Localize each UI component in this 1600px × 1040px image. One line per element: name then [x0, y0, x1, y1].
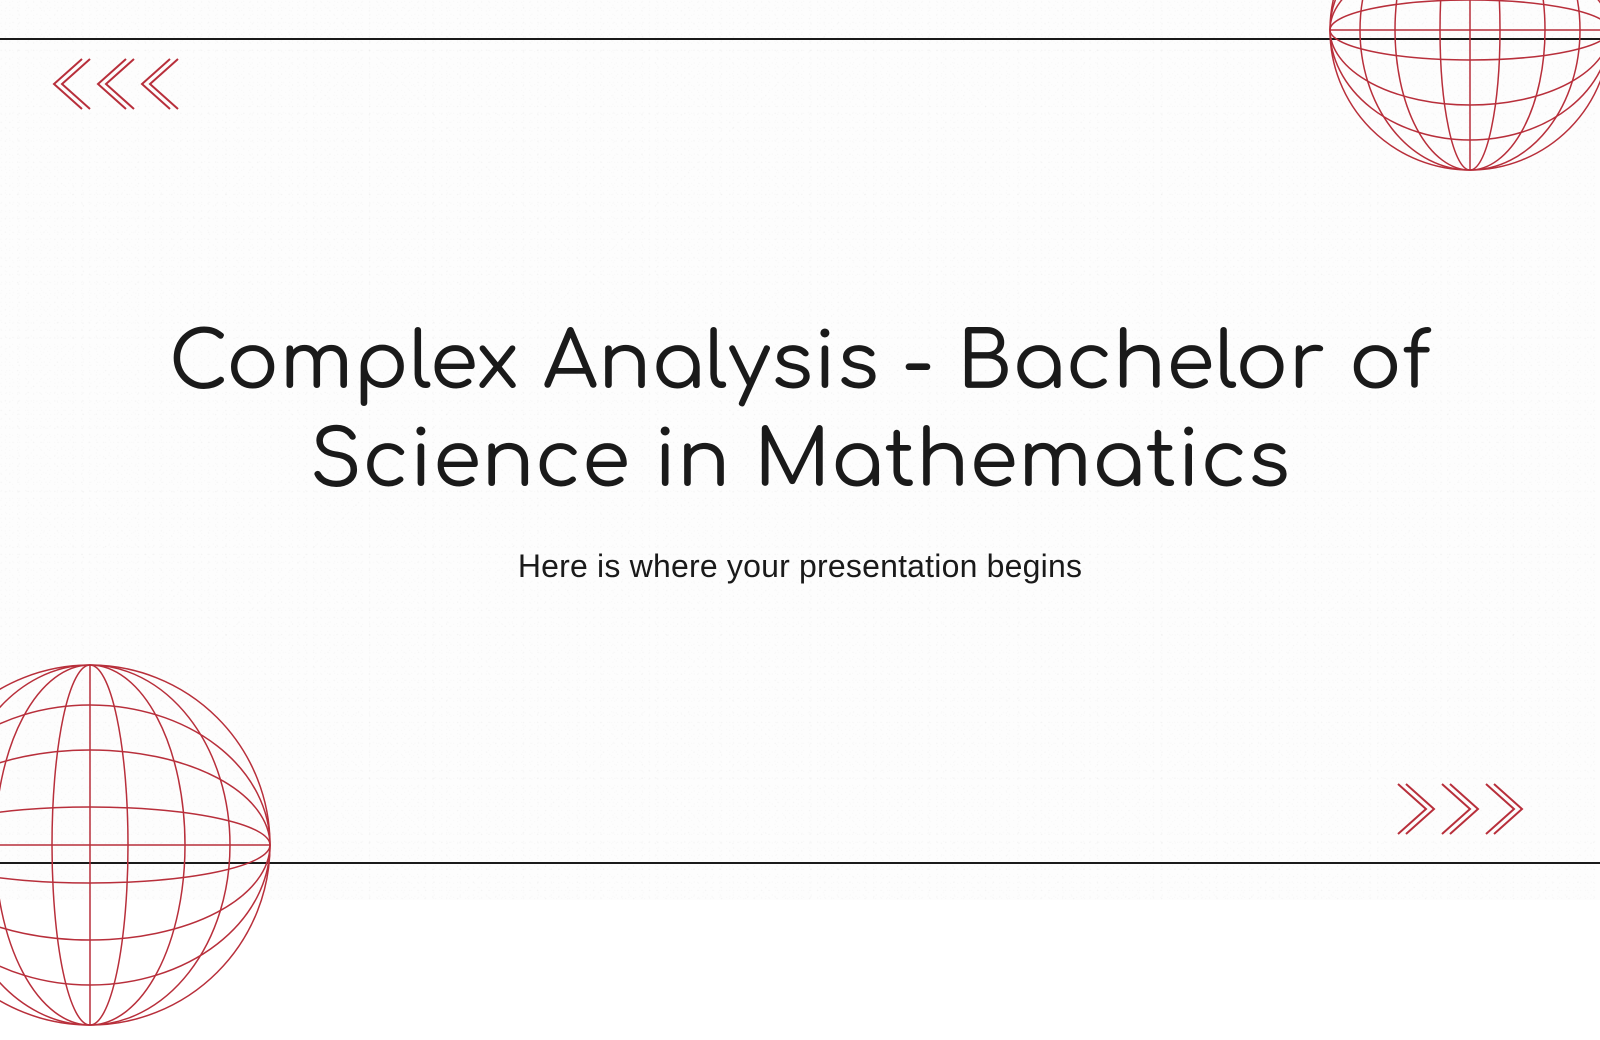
chevrons-right-icon — [1382, 779, 1542, 844]
slide: Complex Analysis - Bachelor of Science i… — [0, 0, 1600, 900]
sphere-grid-top-right-icon — [1320, 0, 1600, 185]
chevrons-left-icon — [42, 54, 202, 119]
slide-title: Complex Analysis - Bachelor of Science i… — [0, 315, 1600, 510]
slide-subtitle: Here is where your presentation begins — [518, 548, 1082, 585]
sphere-grid-bottom-left-icon — [0, 655, 280, 1040]
